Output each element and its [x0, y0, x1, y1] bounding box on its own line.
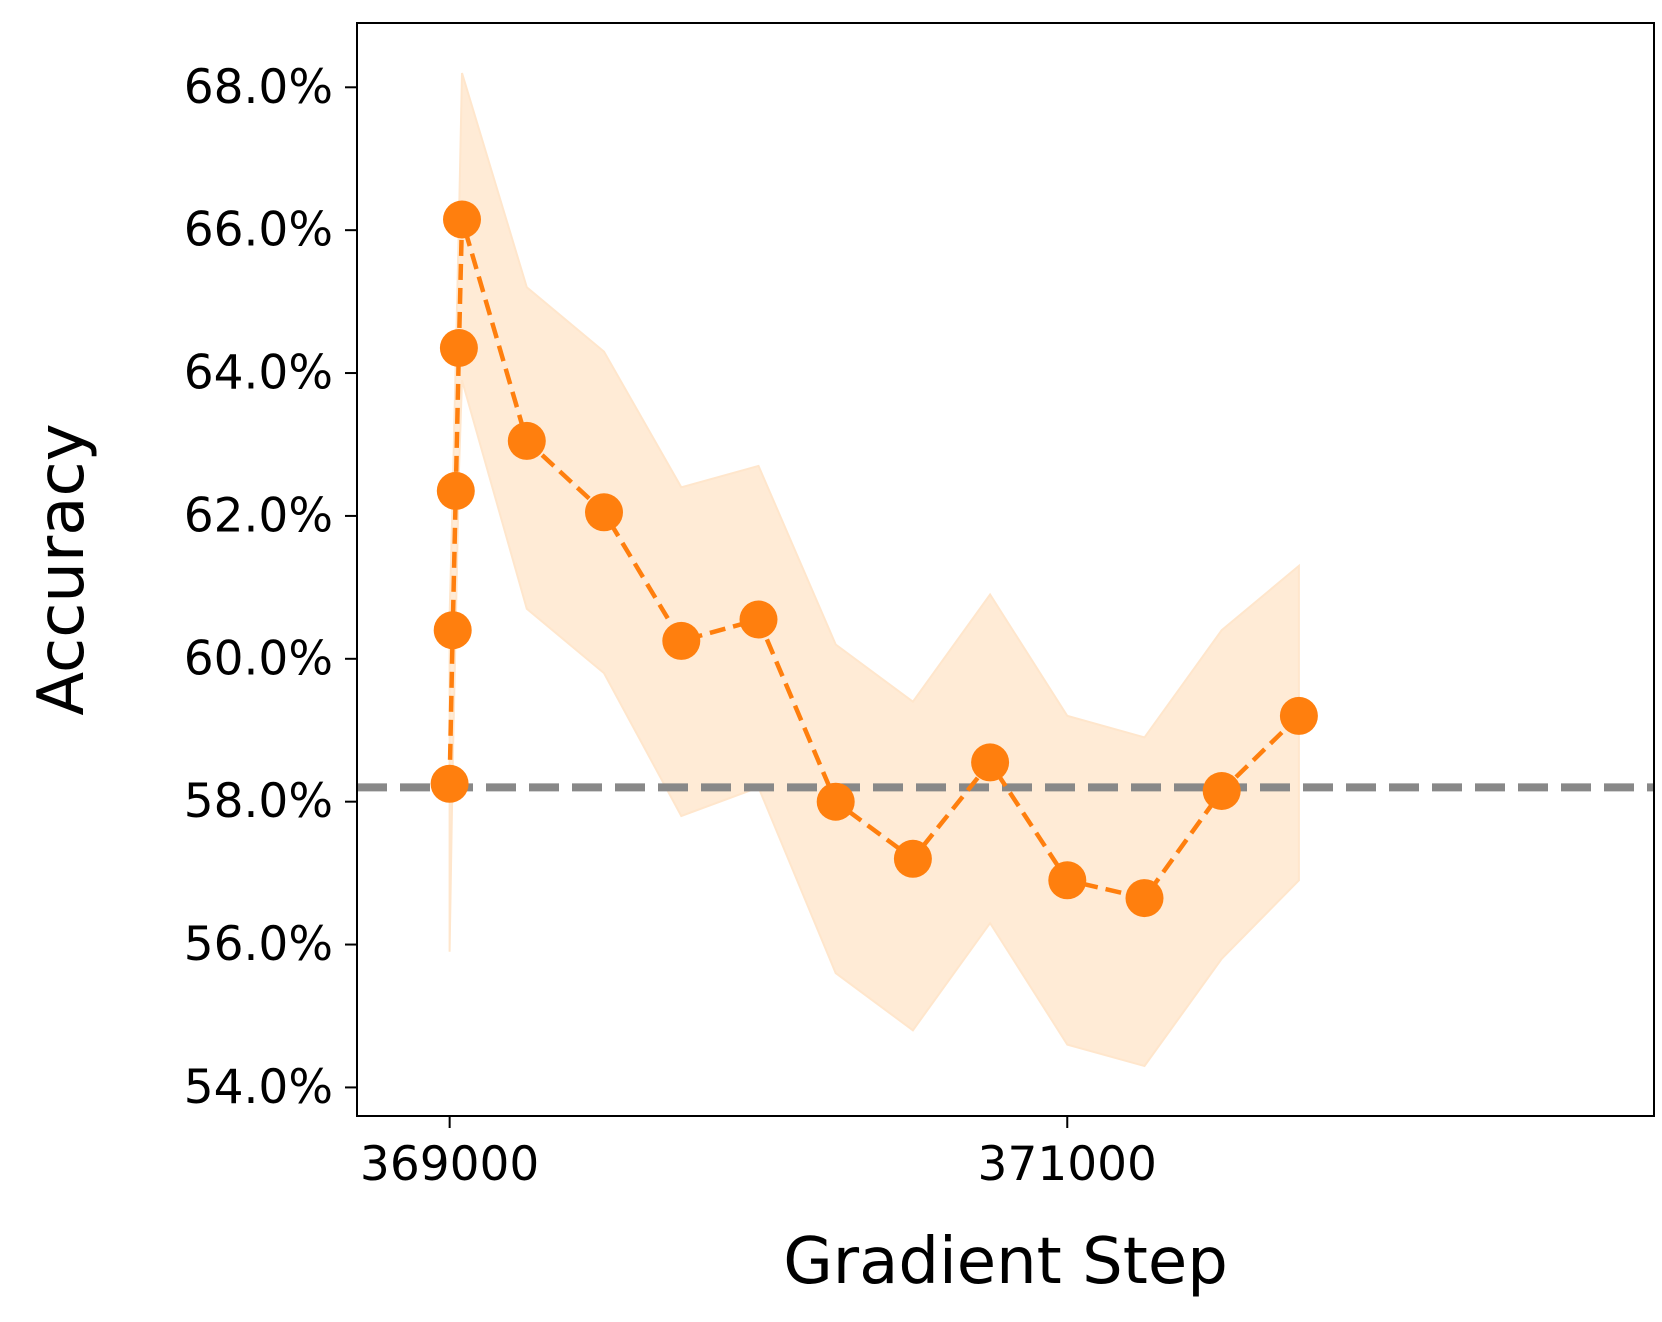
x-axis-title: Gradient Step	[783, 1225, 1228, 1299]
series-line	[447, 217, 1301, 901]
y-tick-label: 54.0%	[184, 1060, 333, 1115]
y-tick-label: 56.0%	[184, 917, 333, 972]
data-point	[1202, 772, 1241, 810]
data-point	[971, 743, 1010, 782]
series-marker-layer	[430, 200, 1318, 918]
y-tick-label: 60.0%	[184, 631, 333, 686]
data-point	[816, 782, 855, 821]
y-tick-label: 66.0%	[184, 203, 333, 258]
data-point	[507, 421, 546, 460]
data-point	[893, 839, 932, 878]
data-point	[443, 200, 481, 239]
data-point	[433, 611, 472, 650]
data-point	[662, 621, 701, 660]
data-point	[430, 764, 469, 803]
y-axis-ticks: 54.0% 56.0% 58.0% 60.0% 62.0% 64.0% 66.0% 68.0%	[184, 60, 357, 1115]
y-tick-label: 68.0%	[184, 60, 333, 115]
plot-area-frame	[356, 22, 1655, 1117]
x-tick-label: 369000	[360, 1137, 539, 1192]
y-tick-label: 64.0%	[184, 346, 333, 401]
confidence-band	[448, 72, 1300, 1068]
data-point	[436, 471, 475, 510]
x-axis-ticks: 369000 371000	[360, 1116, 1157, 1192]
y-tick-label: 62.0%	[184, 488, 333, 543]
data-point	[739, 600, 778, 639]
y-axis-title: Accuracy	[25, 423, 99, 715]
series-line-layer	[447, 217, 1301, 901]
data-point	[585, 493, 623, 532]
x-tick-label: 371000	[978, 1137, 1157, 1192]
data-point	[1279, 696, 1318, 735]
data-point	[1048, 861, 1087, 900]
confidence-band-layer	[448, 72, 1300, 1068]
data-point	[439, 329, 478, 367]
data-point	[1125, 879, 1164, 918]
y-tick-label: 58.0%	[184, 774, 333, 829]
